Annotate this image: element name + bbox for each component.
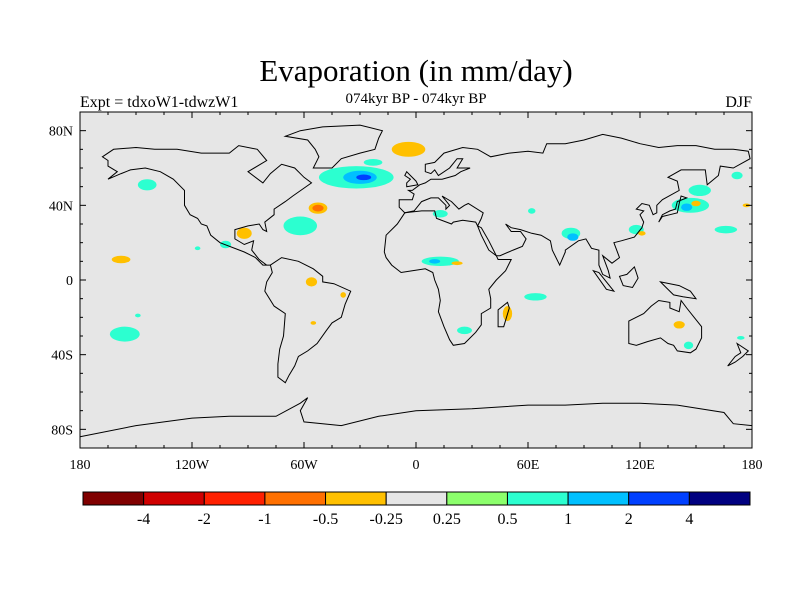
anomaly-patch — [111, 255, 131, 264]
anomaly-patch — [305, 277, 318, 287]
coastline-north-america — [101, 145, 313, 266]
coastline-south-america — [264, 257, 352, 384]
coastline-uk — [404, 170, 419, 188]
colorbar-swatch — [82, 491, 145, 506]
y-tick-label: 40N — [49, 199, 73, 214]
colorbar-swatch — [567, 491, 630, 506]
coastlines — [79, 124, 753, 438]
colorbar-swatch — [506, 491, 569, 506]
anomaly-patch — [731, 171, 743, 180]
anomaly-patch — [457, 326, 472, 335]
coastline-sumatra — [592, 269, 616, 293]
coastline-antarctica — [79, 397, 753, 438]
anomaly-patch — [429, 259, 441, 264]
anomaly-patch — [135, 313, 141, 318]
colorbar-swatch — [688, 491, 751, 506]
season-label: DJF — [725, 94, 752, 111]
x-axis-labels: 180 120W 60W 0 60E 120E 180 — [70, 458, 763, 473]
anomaly-layer — [109, 141, 751, 350]
anomaly-patch — [137, 179, 157, 191]
anomaly-patch — [714, 225, 738, 234]
colorbar-swatch — [264, 491, 327, 506]
coastline-greenland — [283, 124, 384, 169]
coastline-australia — [628, 299, 703, 354]
colorbar-swatch — [325, 491, 387, 506]
x-tick-label: 120E — [625, 458, 655, 473]
colorbar-label: 0.25 — [433, 511, 461, 528]
anomaly-patch — [283, 216, 318, 236]
anomaly-patch — [236, 227, 252, 239]
y-tick-label: 40S — [51, 349, 73, 364]
experiment-label: Expt = tdxoW1-tdwzW1 — [80, 94, 238, 111]
anomaly-patch — [340, 292, 347, 298]
colorbar-label: -0.25 — [370, 511, 403, 528]
x-tick-label: 0 — [413, 458, 420, 473]
anomaly-patch — [109, 326, 140, 342]
x-tick-label: 180 — [742, 458, 763, 473]
anomaly-patch — [673, 321, 685, 329]
coastline-madagascar — [497, 301, 510, 328]
coastline-africa — [383, 210, 513, 346]
colorbar-label: 2 — [625, 511, 633, 528]
axis-ticks — [79, 112, 753, 448]
colorbar-swatch — [446, 491, 508, 506]
chart-title: Evaporation (in mm/day) — [259, 53, 572, 88]
colorbar-swatch — [143, 491, 205, 506]
y-tick-label: 80S — [51, 423, 73, 438]
colorbar-label: -1 — [258, 511, 271, 528]
map-background — [80, 112, 752, 448]
anomaly-patch — [683, 341, 694, 350]
x-tick-label: 60E — [517, 458, 540, 473]
anomaly-patch — [737, 336, 745, 340]
anomaly-patch — [363, 159, 383, 166]
colorbar-label: -2 — [198, 511, 211, 528]
anomaly-patch — [688, 184, 711, 196]
anomaly-patch — [421, 256, 459, 267]
anomaly-patch — [391, 141, 426, 157]
colorbar-swatch — [385, 491, 448, 506]
colorbar-label: 1 — [564, 511, 572, 528]
anomaly-patch — [432, 210, 448, 218]
colorbar-label: -4 — [137, 511, 150, 528]
coastline-eurasia — [398, 133, 751, 280]
coastline-new-guinea — [658, 281, 698, 300]
x-tick-label: 180 — [70, 458, 91, 473]
y-tick-label: 0 — [66, 274, 73, 289]
anomaly-patch — [567, 233, 579, 241]
colorbar: -4 -2 -1 -0.5 -0.25 0.25 0.5 1 2 4 — [82, 491, 751, 528]
colorbar-label: 0.5 — [497, 511, 517, 528]
colorbar-swatch — [628, 491, 690, 506]
x-tick-label: 60W — [290, 458, 318, 473]
y-axis-labels: 80N 40N 0 40S 80S — [49, 125, 73, 439]
y-tick-label: 80N — [49, 125, 73, 140]
anomaly-patch — [310, 321, 317, 325]
anomaly-patch — [524, 293, 547, 301]
coastline-japan — [658, 195, 689, 223]
colorbar-label: 4 — [685, 511, 693, 528]
colorbar-swatch — [203, 491, 266, 506]
anomaly-patch — [638, 231, 646, 236]
coastline-new-zealand — [727, 342, 750, 367]
anomaly-patch — [356, 174, 372, 181]
anomaly-patch — [451, 261, 463, 266]
anomaly-patch — [194, 246, 201, 251]
anomaly-patch — [528, 208, 536, 214]
x-tick-label: 120W — [175, 458, 210, 473]
anomaly-patch — [691, 200, 701, 207]
colorbar-label: -0.5 — [313, 511, 338, 528]
anomaly-patch — [681, 203, 693, 211]
anomaly-patch — [312, 204, 324, 212]
period-label: 074kyr BP - 074kyr BP — [345, 91, 486, 107]
coastline-borneo — [618, 265, 639, 289]
